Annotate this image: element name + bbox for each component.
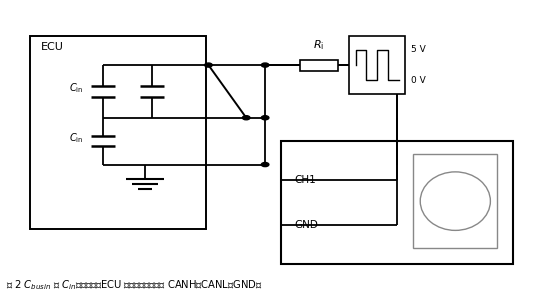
Bar [413,154,497,248]
Bar [30,36,206,229]
Circle shape [204,63,212,67]
Bar [349,36,405,94]
Text: 0 V: 0 V [411,76,426,85]
Text: $C_\mathrm{in}$: $C_\mathrm{in}$ [69,81,83,95]
Bar [300,59,338,71]
Text: $C_\mathrm{in}$: $C_\mathrm{in}$ [69,131,83,145]
Text: ECU: ECU [41,42,64,52]
Circle shape [261,63,269,67]
Text: 5 V: 5 V [411,45,426,54]
Circle shape [261,116,269,120]
Ellipse shape [420,172,490,230]
Bar [281,141,513,264]
Text: CH1: CH1 [295,176,316,186]
Text: 图 2 $C_{busin}$ 和 $C_{in}$测试原理（ECU 输出线从上往下为 CANH、CANL、GND）: 图 2 $C_{busin}$ 和 $C_{in}$测试原理（ECU 输出线从上… [6,278,262,292]
Circle shape [261,163,269,167]
Text: $R_\mathrm{i}$: $R_\mathrm{i}$ [313,39,325,52]
Circle shape [242,116,250,120]
Text: GND: GND [295,220,319,230]
